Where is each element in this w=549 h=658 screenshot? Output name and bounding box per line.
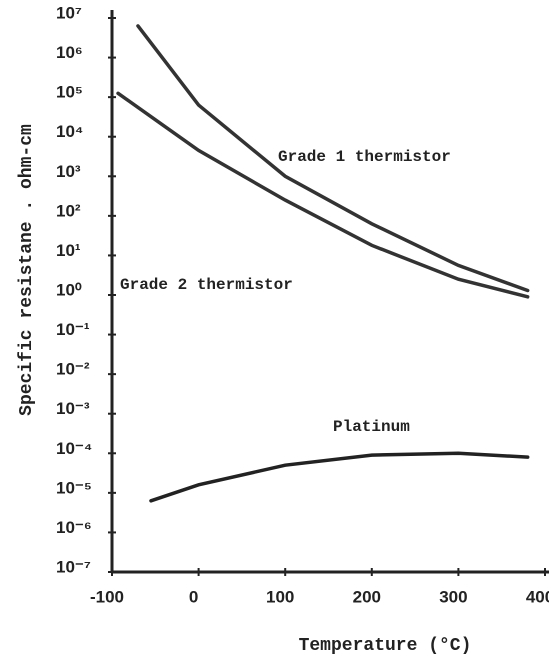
y-tick-label: 10⁻⁴	[56, 439, 92, 458]
y-tick-label: 10⁴	[56, 122, 83, 141]
y-tick-label: 10⁻¹	[56, 320, 90, 339]
curve-label: Grade 1 thermistor	[278, 148, 451, 166]
y-tick-label: 10²	[56, 201, 81, 220]
curve-label: Platinum	[333, 418, 410, 436]
x-tick-label: 400	[526, 587, 549, 606]
x-tick-label: 100	[266, 587, 294, 606]
y-tick-label: 10⁻²	[56, 360, 90, 379]
y-tick-label: 10⁵	[56, 83, 83, 102]
y-tick-label: 10⁰	[56, 280, 82, 299]
x-tick-label: 200	[353, 587, 381, 606]
y-axis-label: Specific resistane . ohm-cm	[17, 124, 37, 416]
curve	[151, 453, 528, 501]
x-tick-label: 300	[439, 587, 467, 606]
y-tick-label: 10⁻³	[56, 399, 90, 418]
y-tick-label: 10⁻⁶	[56, 518, 92, 537]
y-tick-label: 10³	[56, 162, 81, 181]
chart: Specific resistane . ohm-cm Temperature …	[0, 0, 549, 658]
page: {"chart_data": { "type": "line", "x_labe…	[0, 0, 549, 658]
curve-label: Grade 2 thermistor	[120, 276, 293, 294]
y-tick-label: 10¹	[56, 241, 81, 260]
y-tick-label: 10⁷	[56, 3, 82, 22]
y-tick-label: 10⁻⁵	[56, 478, 92, 497]
y-tick-label: 10⁻⁷	[56, 557, 91, 576]
x-tick-label: -100	[90, 587, 124, 606]
y-tick-label: 10⁶	[56, 43, 83, 62]
x-axis-label: Temperature (°C)	[299, 636, 472, 656]
x-tick-label: 0	[189, 587, 198, 606]
